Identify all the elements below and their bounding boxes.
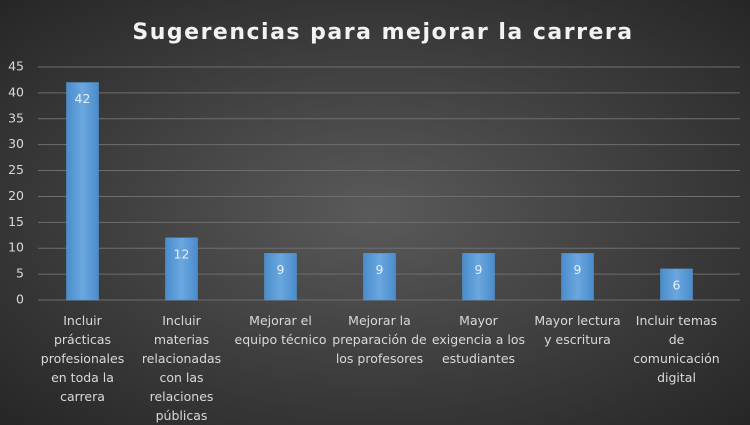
x-tick-label: Incluir materias relacionadas con las re… bbox=[141, 313, 222, 423]
data-label: 9 bbox=[475, 262, 483, 277]
chart-title: Sugerencias para mejorar la carrera bbox=[132, 20, 633, 45]
data-label: 9 bbox=[574, 262, 582, 277]
y-tick-label: 15 bbox=[8, 214, 24, 229]
x-tick-label: Mayor exigencia a los estudiantes bbox=[431, 313, 526, 366]
data-label: 42 bbox=[75, 91, 91, 106]
y-tick-label: 40 bbox=[8, 84, 24, 99]
data-label: 9 bbox=[277, 262, 285, 277]
bar bbox=[561, 253, 594, 301]
bar bbox=[660, 268, 693, 301]
data-label: 12 bbox=[174, 246, 190, 261]
y-tick-label: 20 bbox=[8, 188, 24, 203]
bar bbox=[165, 237, 198, 301]
y-tick-label: 0 bbox=[16, 292, 24, 307]
y-tick-label: 45 bbox=[8, 59, 24, 74]
x-tick-label: Incluir temas de comunicación digital bbox=[633, 313, 720, 385]
bar bbox=[462, 253, 495, 301]
y-tick-label: 30 bbox=[8, 136, 24, 151]
bar bbox=[264, 253, 297, 301]
bar bbox=[66, 82, 99, 301]
y-tick-label: 10 bbox=[8, 240, 24, 255]
x-tick-label: Mayor lectura y escritura bbox=[534, 313, 621, 347]
bar bbox=[363, 253, 396, 301]
x-tick-label: Mejorar el equipo técnico bbox=[234, 313, 327, 347]
y-tick-label: 25 bbox=[8, 162, 24, 177]
x-tick-label: Incluir prácticas profesionales en toda … bbox=[40, 313, 125, 404]
x-tick-label: Mejorar la preparación de los profesores bbox=[332, 313, 427, 366]
data-label: 6 bbox=[673, 277, 681, 292]
y-tick-label: 5 bbox=[16, 266, 24, 281]
y-tick-label: 35 bbox=[8, 110, 24, 125]
data-label: 9 bbox=[376, 262, 384, 277]
